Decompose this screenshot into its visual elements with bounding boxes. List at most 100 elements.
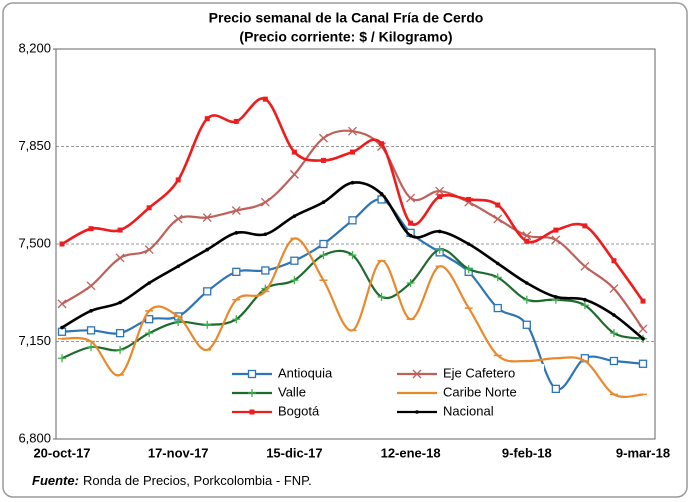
marker — [609, 284, 619, 294]
marker — [493, 303, 502, 313]
marker — [525, 281, 529, 285]
legend-item: Antioquia — [232, 365, 333, 380]
source-text: Ronda de Precios, Porkcolombia - FNP. — [83, 473, 312, 488]
marker — [609, 329, 618, 338]
marker — [408, 220, 414, 226]
marker — [319, 239, 328, 249]
legend-item: Caribe Norte — [397, 384, 517, 399]
marker — [321, 200, 326, 205]
marker — [144, 245, 154, 255]
legend-item: Eje Cafetero — [397, 365, 515, 380]
series — [59, 96, 646, 304]
legend-marker — [248, 389, 256, 397]
marker — [524, 238, 530, 244]
marker — [115, 253, 125, 263]
marker — [580, 301, 589, 310]
marker — [86, 281, 96, 291]
marker — [466, 242, 471, 246]
y-tick-label: 7,850 — [18, 138, 51, 153]
marker — [348, 126, 357, 136]
marker — [117, 227, 123, 233]
marker — [379, 192, 384, 196]
marker — [174, 318, 183, 326]
legend-label: Caribe Norte — [443, 384, 517, 399]
x-tick-label: 9-mar-18 — [616, 445, 670, 460]
marker — [86, 326, 96, 335]
x-tick-label: 12-ene-18 — [381, 445, 441, 460]
legend-box — [222, 364, 544, 422]
chart-title: Precio semanal de la Canal Fría de Cerdo — [209, 10, 484, 26]
marker — [350, 149, 355, 155]
source-label: Fuente: — [32, 473, 79, 488]
marker — [350, 180, 355, 185]
y-tick-label: 6,800 — [18, 430, 51, 445]
marker — [493, 273, 502, 282]
y-tick-label: 7,150 — [18, 333, 51, 348]
marker — [118, 300, 122, 305]
marker — [379, 141, 385, 147]
marker — [262, 96, 268, 102]
marker — [320, 157, 326, 163]
marker — [290, 256, 299, 265]
marker — [290, 276, 299, 285]
legend-item: Bogotá — [232, 403, 320, 418]
y-tick-label: 7,500 — [18, 235, 51, 250]
legend-label: Valle — [278, 384, 306, 399]
marker — [638, 359, 648, 368]
marker — [291, 149, 297, 155]
marker — [231, 206, 241, 216]
marker — [89, 309, 93, 313]
chart-subtitle: (Precio corriente: $ / Kilogramo) — [239, 29, 452, 45]
marker — [406, 279, 415, 287]
marker — [58, 354, 66, 363]
marker — [348, 216, 357, 225]
marker — [234, 231, 239, 235]
marker — [522, 295, 531, 304]
marker — [145, 329, 154, 338]
marker — [609, 356, 619, 366]
marker — [437, 194, 443, 200]
marker — [204, 116, 210, 122]
x-tick-label: 20-oct-17 — [33, 445, 90, 460]
marker — [319, 251, 328, 260]
marker — [116, 345, 125, 354]
marker — [435, 245, 444, 254]
marker — [203, 287, 212, 296]
marker — [318, 133, 328, 143]
legend-label: Antioquia — [278, 365, 333, 380]
series — [58, 245, 647, 363]
marker — [553, 227, 559, 233]
marker — [87, 343, 96, 352]
marker — [203, 320, 212, 329]
marker — [408, 233, 413, 238]
marker — [638, 324, 648, 334]
x-tick-label: 15-dic-17 — [266, 445, 322, 460]
marker — [292, 214, 297, 218]
marker — [88, 226, 94, 232]
legend-item: Valle — [232, 384, 306, 399]
legend-item: Nacional — [397, 403, 494, 418]
marker — [115, 328, 125, 338]
x-tick-label: 9-feb-18 — [502, 445, 552, 460]
marker — [348, 251, 357, 260]
x-tick-label: 17-nov-17 — [148, 445, 209, 460]
marker — [261, 266, 270, 275]
marker — [57, 299, 67, 309]
legend-marker — [247, 369, 257, 379]
marker — [640, 298, 646, 304]
marker — [583, 297, 587, 302]
marker — [232, 267, 241, 277]
marker — [493, 214, 503, 224]
marker — [146, 205, 152, 211]
marker — [612, 313, 616, 317]
marker — [611, 258, 617, 264]
marker — [377, 292, 386, 301]
marker — [641, 336, 645, 341]
marker — [466, 196, 472, 202]
marker — [144, 315, 154, 324]
marker — [582, 223, 588, 229]
marker — [147, 281, 151, 285]
legend-marker — [412, 369, 422, 379]
marker — [495, 261, 500, 266]
